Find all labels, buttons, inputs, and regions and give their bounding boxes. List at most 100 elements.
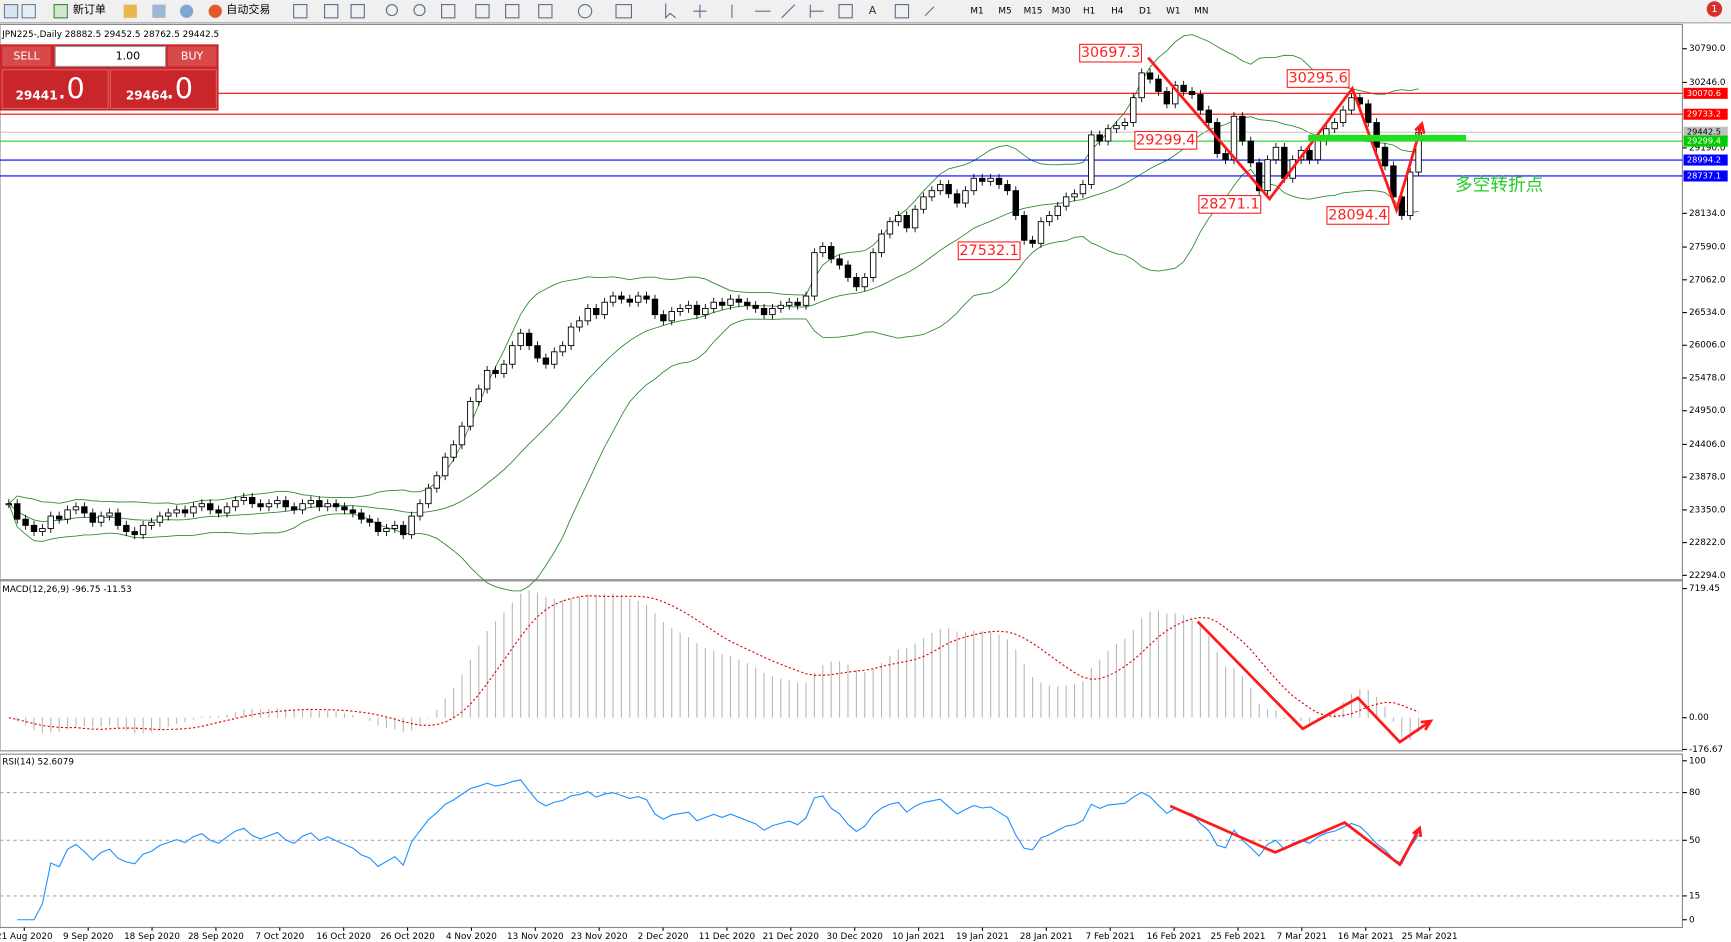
candle bbox=[47, 515, 54, 529]
y-tick-label: 22294.0 bbox=[1689, 571, 1726, 581]
buy-button[interactable] bbox=[167, 46, 217, 67]
candle bbox=[1113, 125, 1120, 130]
y-tick-label: 25478.0 bbox=[1689, 373, 1726, 383]
candle bbox=[332, 503, 340, 508]
icon[interactable] bbox=[179, 4, 194, 18]
candle bbox=[123, 524, 130, 533]
candle bbox=[819, 246, 826, 254]
timeframe-button[interactable]: W1 bbox=[1166, 7, 1180, 17]
candle bbox=[131, 531, 138, 536]
price-label: 29733.2 bbox=[1687, 109, 1721, 119]
x-tick-label: 26 Oct 2020 bbox=[380, 932, 435, 942]
x-tick-label: 21 Dec 2020 bbox=[763, 932, 820, 942]
candle bbox=[794, 301, 801, 306]
sell-button[interactable] bbox=[2, 46, 51, 67]
annotation-box bbox=[1198, 195, 1262, 214]
price-label: 28737.1 bbox=[1687, 170, 1721, 180]
notification-badge[interactable] bbox=[1706, 1, 1723, 17]
candle bbox=[114, 512, 122, 526]
x-tick-label: 21 Aug 2020 bbox=[0, 932, 53, 942]
timeframe-button[interactable]: M1 bbox=[970, 7, 983, 17]
candle bbox=[257, 503, 264, 508]
candle bbox=[542, 357, 550, 365]
candle bbox=[458, 425, 466, 446]
candle bbox=[1054, 205, 1061, 216]
candle bbox=[1012, 190, 1019, 216]
candle bbox=[30, 524, 38, 533]
icon[interactable] bbox=[3, 4, 19, 19]
candle bbox=[265, 503, 273, 508]
x-tick-label: 25 Feb 2021 bbox=[1211, 932, 1266, 942]
y-tick-label: 24406.0 bbox=[1689, 440, 1726, 450]
candle bbox=[1406, 171, 1414, 216]
x-tick-label: 10 Jan 2021 bbox=[892, 932, 945, 942]
candle bbox=[777, 304, 785, 309]
candle bbox=[802, 295, 810, 306]
candle bbox=[207, 503, 214, 511]
candle bbox=[995, 177, 1003, 185]
timeframe-button[interactable]: M5 bbox=[998, 7, 1011, 17]
candle bbox=[1247, 140, 1254, 164]
icon[interactable] bbox=[152, 4, 166, 18]
turning-point-note: 多空转折点 bbox=[1455, 175, 1543, 196]
y-tick-label: 80 bbox=[1689, 788, 1701, 798]
candle bbox=[483, 369, 491, 390]
icon[interactable] bbox=[21, 4, 36, 19]
candle bbox=[1088, 134, 1095, 185]
candle bbox=[643, 295, 650, 300]
new-order-icon[interactable] bbox=[53, 4, 68, 19]
timeframe-button[interactable]: M30 bbox=[1052, 7, 1071, 17]
candle bbox=[1071, 193, 1078, 198]
timeframe-button[interactable]: M15 bbox=[1024, 7, 1043, 17]
timeframe-button[interactable]: D1 bbox=[1139, 7, 1151, 17]
new-order-button[interactable]: 新订单 bbox=[73, 2, 106, 16]
x-tick-label: 16 Feb 2021 bbox=[1147, 932, 1202, 942]
candle bbox=[324, 503, 331, 508]
annotation-box bbox=[957, 241, 1021, 261]
y-tick-label: 26534.0 bbox=[1689, 308, 1726, 318]
price-label: 28994.2 bbox=[1687, 155, 1721, 165]
candle bbox=[1104, 128, 1112, 142]
sell-price: 29441 bbox=[15, 89, 57, 103]
candle bbox=[844, 264, 852, 278]
icon[interactable] bbox=[123, 4, 137, 18]
candle bbox=[400, 524, 407, 536]
sell-price-box[interactable] bbox=[1, 69, 109, 109]
price-label: 30070.6 bbox=[1687, 88, 1721, 98]
candle bbox=[567, 326, 575, 347]
buy-price-box[interactable] bbox=[109, 69, 217, 109]
price-label: 29299.4 bbox=[1687, 136, 1721, 146]
candle bbox=[1029, 239, 1036, 244]
candle bbox=[710, 301, 717, 309]
candle bbox=[341, 506, 348, 511]
candle bbox=[416, 503, 424, 517]
candle bbox=[718, 301, 726, 306]
candle bbox=[1163, 91, 1171, 105]
candle bbox=[1281, 146, 1288, 179]
price-panel bbox=[0, 23, 1683, 581]
auto-trading-icon[interactable] bbox=[208, 4, 222, 18]
candle bbox=[165, 512, 172, 517]
timeframe-button[interactable]: H4 bbox=[1111, 7, 1124, 17]
y-tick-label: 30246.0 bbox=[1689, 78, 1726, 88]
candle bbox=[450, 444, 457, 458]
candle bbox=[962, 190, 969, 204]
candle bbox=[383, 528, 390, 533]
timeframe-button[interactable]: MN bbox=[1194, 7, 1208, 17]
x-tick-label: 7 Feb 2021 bbox=[1086, 932, 1135, 942]
candle bbox=[1096, 134, 1103, 142]
auto-trading-button[interactable]: 自动交易 bbox=[226, 2, 270, 16]
candle bbox=[626, 298, 633, 303]
candle bbox=[190, 506, 197, 514]
candle bbox=[1272, 146, 1280, 161]
candle bbox=[676, 307, 684, 312]
timeframe-button[interactable]: H1 bbox=[1083, 7, 1095, 17]
y-tick-label: 27062.0 bbox=[1689, 275, 1726, 285]
lot-input[interactable] bbox=[54, 45, 167, 67]
order-panel: SELL 1.00 BUY 29441 .0 29464 .0 bbox=[0, 44, 219, 111]
candle bbox=[173, 509, 180, 514]
chart-header: JPN225-,Daily 28882.5 29452.5 28762.5 29… bbox=[1, 30, 219, 40]
x-tick-label: 28 Sep 2020 bbox=[188, 932, 244, 942]
candle bbox=[1339, 109, 1347, 123]
